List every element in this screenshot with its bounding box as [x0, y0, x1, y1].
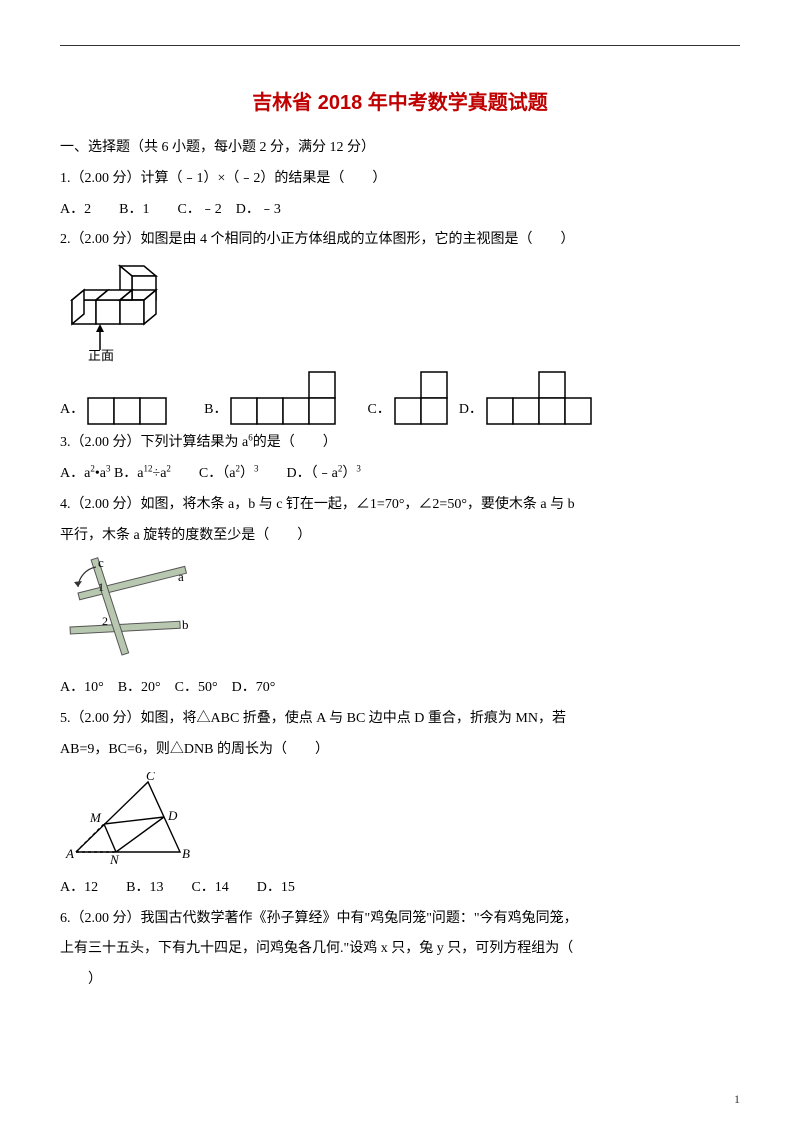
exam-page: 吉林省 2018 年中考数学真题试题 一、选择题（共 6 小题，每小题 2 分，… [0, 0, 800, 1132]
q5-stem2: AB=9，BC=6，则△DNB 的周长为（ ） [60, 735, 740, 766]
q2-stem: 2.（2.00 分）如图是由 4 个相同的小正方体组成的立体图形，它的主视图是（… [60, 225, 740, 256]
q3of: ） [240, 466, 254, 481]
section-heading: 一、选择题（共 6 小题，每小题 2 分，满分 12 分） [60, 133, 740, 164]
q3-stem-a: 3.（2.00 分）下列计算结果为 a [60, 435, 248, 450]
q4-2: 2 [102, 614, 108, 628]
q5-figure: A B C D M N [60, 772, 740, 867]
q1-options: A．2 B．1 C．﹣2 D．﹣3 [60, 195, 740, 226]
q3ob: •a [95, 466, 106, 481]
q2-optD-figure [485, 368, 595, 426]
q6-stem3: ） [60, 965, 740, 996]
q4-c: c [98, 557, 104, 570]
q3oc: B．a [110, 466, 143, 481]
q6-stem1: 6.（2.00 分）我国古代数学著作《孙子算经》中有"鸡兔同笼"问题："今有鸡兔… [60, 904, 740, 935]
body: 一、选择题（共 6 小题，每小题 2 分，满分 12 分） 1.（2.00 分）… [60, 133, 740, 996]
q3oh: ） [342, 466, 356, 481]
q3og: D．（﹣a [258, 466, 337, 481]
triangle-fold-icon: A B C D M N [60, 772, 200, 867]
q2-options-row: A． B． C． [60, 368, 740, 426]
q5-options: A．12 B．13 C．14 D．15 [60, 873, 740, 904]
page-number: 1 [734, 1092, 740, 1107]
q5-N: N [109, 852, 120, 867]
front-label: 正面 [88, 348, 114, 362]
q3od: ÷a [153, 466, 167, 481]
q4-b: b [182, 617, 189, 632]
q3oa: A．a [60, 466, 90, 481]
q2-optA-label: A． [60, 395, 84, 426]
q1-stem: 1.（2.00 分）计算（﹣1）×（﹣2）的结果是（ ） [60, 164, 740, 195]
q2-optB-label: B． [204, 395, 227, 426]
q4-1: 1 [98, 580, 104, 594]
q4-figure: a b c 1 2 [60, 557, 740, 667]
q2-optC-label: C． [367, 395, 390, 426]
q2-optB-figure [229, 368, 339, 426]
q5-stem1: 5.（2.00 分）如图，将△ABC 折叠，使点 A 与 BC 边中点 D 重合… [60, 704, 740, 735]
q2-solid-figure: 正面 [60, 262, 740, 362]
q3-options: A．a2•a3 B．a12÷a2 C．（a2）3 D．（﹣a2）3 [60, 459, 740, 490]
q4-stem1: 4.（2.00 分）如图，将木条 a，b 与 c 钉在一起，∠1=70°，∠2=… [60, 490, 740, 521]
q5-M: M [89, 810, 102, 825]
q2-optA-figure [86, 378, 176, 426]
q5-A: A [65, 846, 74, 861]
q6-stem2: 上有三十五头，下有九十四足，问鸡兔各几何."设鸡 x 只，兔 y 只，可列方程组… [60, 934, 740, 965]
q2-optD-label: D． [459, 395, 483, 426]
q5-C: C [146, 772, 155, 783]
q4-a: a [178, 569, 184, 584]
header-rule [60, 45, 740, 46]
q3oe: C．（a [171, 466, 236, 481]
q4-options: A．10° B．20° C．50° D．70° [60, 673, 740, 704]
q5-D: D [167, 808, 178, 823]
q2-optC-figure [393, 368, 453, 426]
q3-stem-b: 的是（ ） [253, 435, 337, 450]
q5-B: B [182, 846, 190, 861]
cubes-icon: 正面 [60, 262, 180, 362]
sticks-icon: a b c 1 2 [60, 557, 200, 667]
page-title: 吉林省 2018 年中考数学真题试题 [60, 86, 740, 115]
q4-stem2: 平行，木条 a 旋转的度数至少是（ ） [60, 521, 740, 552]
q3-stem: 3.（2.00 分）下列计算结果为 a6的是（ ） [60, 428, 740, 459]
